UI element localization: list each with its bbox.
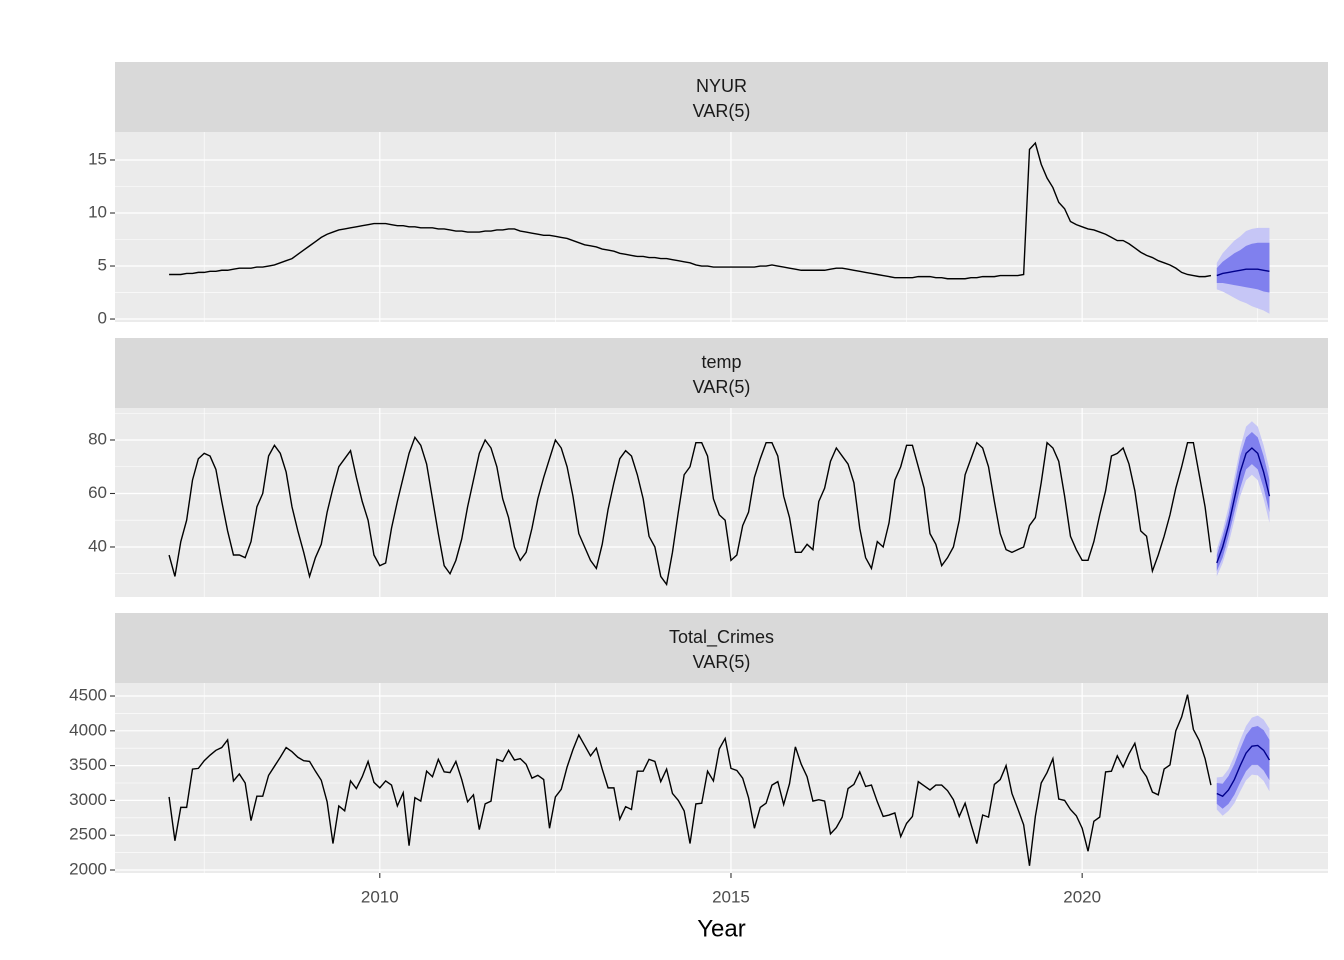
y-tick-label: 3500 xyxy=(69,755,107,774)
strip-label: VAR(5) xyxy=(693,652,751,672)
strip-label: VAR(5) xyxy=(693,377,751,397)
y-tick-label: 15 xyxy=(88,149,107,168)
forecast-line xyxy=(1216,268,1270,277)
series-line xyxy=(168,694,1212,866)
y-tick-label: 5 xyxy=(98,256,107,275)
y-tick-label: 4000 xyxy=(69,720,107,739)
strip-background xyxy=(115,613,1328,683)
y-tick-label: 2000 xyxy=(69,859,107,878)
y-tick-label: 10 xyxy=(88,202,107,221)
strip-label: NYUR xyxy=(696,76,747,96)
panel-background xyxy=(115,683,1328,873)
x-tick-label: 2015 xyxy=(712,887,750,906)
forecast-line xyxy=(1216,744,1271,798)
panel-background xyxy=(115,408,1328,597)
series-line xyxy=(168,435,1212,587)
x-axis-label: Year xyxy=(697,915,746,942)
y-tick-label: 0 xyxy=(98,309,107,328)
forecast-interval xyxy=(1216,431,1270,572)
y-tick-label: 3000 xyxy=(69,790,107,809)
x-tick-label: 2010 xyxy=(361,887,399,906)
series-line xyxy=(169,141,1212,280)
y-tick-label: 60 xyxy=(88,483,107,502)
x-tick-label: 2020 xyxy=(1063,887,1101,906)
strip-label: Total_Crimes xyxy=(669,627,774,648)
forecast-line xyxy=(1216,447,1271,564)
panel-background xyxy=(115,132,1328,322)
strip-background xyxy=(115,338,1328,408)
y-tick-label: 4500 xyxy=(69,685,107,704)
y-tick-label: 2500 xyxy=(69,825,107,844)
forecast-interval xyxy=(1216,242,1270,293)
y-tick-label: 80 xyxy=(88,429,107,448)
strip-background xyxy=(115,62,1328,132)
strip-label: temp xyxy=(701,352,741,372)
strip-label: VAR(5) xyxy=(693,101,751,121)
y-tick-label: 40 xyxy=(88,536,107,555)
